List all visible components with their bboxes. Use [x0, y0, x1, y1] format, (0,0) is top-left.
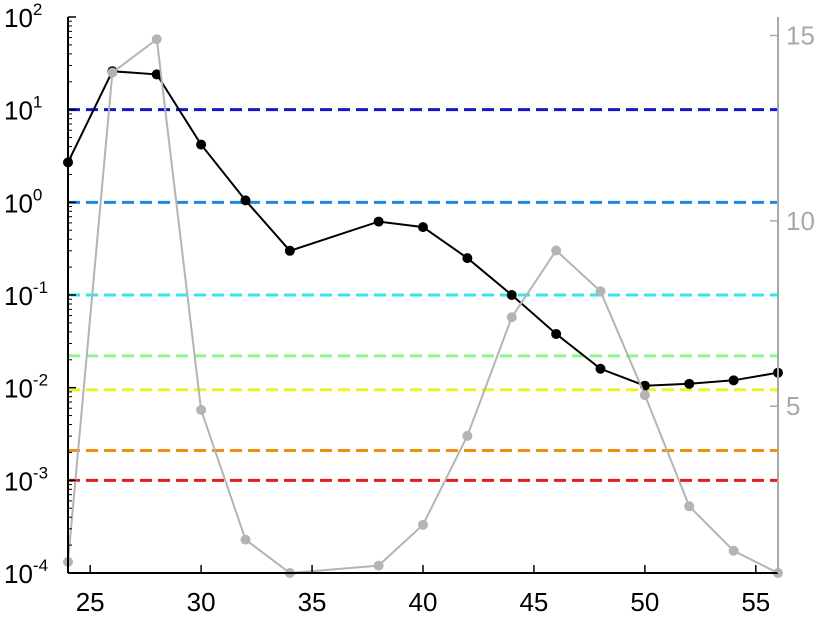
series-1-line: [67, 37, 779, 575]
y2-tick-label-0: 5: [786, 391, 800, 421]
y-tick-exp-4: 0: [33, 185, 42, 204]
y-tick-base-5: 10: [4, 96, 33, 126]
y-tick-label-4: 100: [4, 185, 42, 218]
series-0-point-11: [595, 363, 606, 374]
y-tick-exp-2: -2: [33, 371, 48, 390]
x-tick-label-1: 30: [187, 587, 216, 617]
series-1-point-9: [506, 312, 517, 323]
series-1-point-2: [151, 34, 162, 45]
series-0-point-3: [196, 139, 207, 150]
series-0-point-13: [684, 378, 695, 389]
y-tick-label-5: 101: [4, 93, 42, 126]
series-0-point-9: [506, 290, 517, 300]
series-1-point-11: [595, 286, 606, 297]
series-1-point-8: [462, 430, 473, 441]
y-tick-base-3: 10: [4, 281, 33, 311]
series-1-point-4: [240, 534, 251, 545]
series-1-point-6: [373, 560, 384, 571]
series-1-point-14: [728, 545, 739, 556]
y-tick-label-6: 102: [4, 0, 42, 33]
series-0-point-4: [240, 195, 251, 206]
y2-tick-label-2: 15: [786, 21, 815, 51]
y-tick-exp-0: -4: [33, 556, 48, 575]
y-tick-base-4: 10: [4, 188, 33, 218]
series-0-point-14: [728, 375, 739, 386]
y-tick-label-1: 10-3: [4, 463, 48, 496]
series-0-point-10: [551, 328, 562, 339]
series-1-point-13: [684, 501, 695, 512]
series-1-point-12: [639, 390, 650, 401]
y-tick-label-0: 10-4: [4, 556, 48, 589]
series-0-point-6: [373, 216, 384, 227]
series-1-point-1: [107, 67, 118, 78]
x-tick-label-2: 35: [298, 587, 327, 617]
reference-lines: [68, 108, 778, 482]
y-tick-exp-1: -3: [33, 463, 48, 482]
series-0-point-5: [284, 245, 295, 256]
y-tick-base-2: 10: [4, 374, 33, 404]
series-0-point-2: [151, 69, 162, 80]
x-tick-label-5: 50: [630, 587, 659, 617]
series-layer: [63, 34, 783, 578]
series-1-point-10: [551, 245, 562, 256]
y-tick-label-3: 10-1: [4, 278, 48, 311]
y-tick-base-6: 10: [4, 3, 33, 33]
series-0-point-8: [462, 253, 473, 264]
y-tick-exp-3: -1: [33, 278, 48, 297]
x-tick-label-4: 45: [519, 587, 548, 617]
y-tick-exp-6: 2: [33, 0, 42, 19]
y-tick-base-0: 10: [4, 559, 33, 589]
series-1-point-3: [196, 404, 207, 415]
series-0-line: [67, 70, 779, 387]
x-tick-label-0: 25: [76, 587, 105, 617]
y-tick-exp-5: 1: [33, 93, 42, 112]
x-tick-label-6: 55: [741, 587, 770, 617]
series-0-point-7: [418, 222, 428, 233]
x-tick-label-3: 40: [409, 587, 438, 617]
y-tick-base-1: 10: [4, 466, 33, 496]
series-1-point-7: [418, 519, 428, 530]
y2-tick-label-1: 10: [786, 206, 815, 236]
y-tick-label-2: 10-2: [4, 371, 48, 404]
